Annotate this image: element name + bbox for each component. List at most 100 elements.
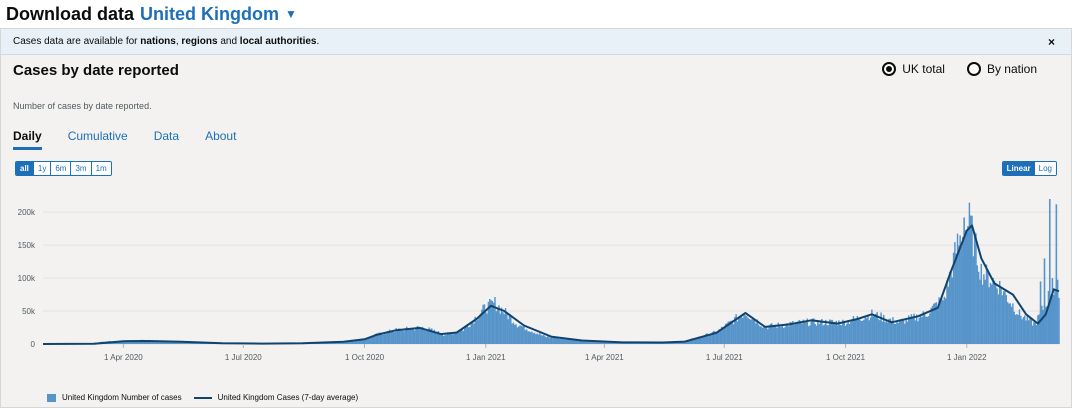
data-bar [740, 316, 743, 344]
radio-uk-total-dot[interactable] [882, 62, 897, 76]
data-bar [784, 327, 786, 344]
data-bar [403, 331, 405, 344]
data-bar [523, 324, 525, 344]
radio-uk-total[interactable]: UK total [882, 62, 945, 76]
data-bar [557, 337, 559, 344]
data-bar [510, 316, 512, 344]
data-bar [520, 325, 523, 344]
y-tick-label: 100k [18, 274, 36, 283]
data-bar [931, 305, 934, 344]
data-bar [503, 314, 505, 344]
spike-bar [1051, 278, 1054, 344]
scale-log-button[interactable]: Log [1034, 162, 1056, 175]
data-bar [913, 313, 915, 344]
data-bar [880, 312, 882, 344]
range-6m-button[interactable]: 6m [51, 162, 72, 175]
data-bar [956, 233, 959, 344]
data-bar [525, 329, 528, 344]
data-bar [556, 338, 558, 344]
data-bar [794, 322, 797, 344]
range-3m-button[interactable]: 3m [71, 162, 92, 175]
data-bar [515, 324, 517, 344]
data-bar [847, 320, 849, 344]
tab-cumulative[interactable]: Cumulative [67, 129, 128, 143]
data-bar [890, 320, 893, 344]
data-bar [1014, 314, 1017, 344]
data-bar [164, 341, 167, 344]
data-bar [180, 341, 183, 344]
data-bar [788, 326, 790, 344]
legend-bar-swatch [47, 393, 56, 402]
data-bar [478, 316, 480, 344]
data-bar [805, 320, 807, 344]
data-bar [817, 320, 819, 344]
data-bar [792, 321, 794, 344]
data-bar [705, 333, 707, 344]
data-bar [772, 326, 774, 344]
close-icon[interactable]: × [1047, 35, 1055, 49]
range-1y-button[interactable]: 1y [33, 162, 52, 175]
data-bar [844, 325, 847, 344]
data-bar [869, 317, 872, 344]
data-bar [886, 322, 889, 344]
data-bar [923, 313, 926, 344]
range-all-button[interactable]: all [16, 162, 34, 175]
data-bar [424, 330, 426, 344]
data-bar [150, 340, 152, 344]
data-bar [914, 320, 917, 344]
data-bar [355, 340, 358, 344]
cases-chart[interactable]: 0 50k 100k 150k 200k 1 Apr 2020 1 Jul 2020 1 Oc… [1, 179, 1073, 389]
data-bar [822, 325, 824, 344]
data-bar [921, 317, 923, 344]
data-bar [698, 336, 700, 344]
data-bar [441, 334, 444, 344]
data-bar [736, 321, 739, 344]
data-bar [454, 333, 457, 344]
data-bar [710, 334, 712, 344]
range-1m-button[interactable]: 1m [91, 162, 111, 175]
data-bar [336, 342, 338, 344]
tab-about[interactable]: About [205, 129, 237, 143]
data-bar [749, 319, 752, 344]
data-bar [517, 326, 520, 344]
data-bar [387, 331, 389, 344]
legend-line-label: United Kingdom Cases (7-day average) [217, 393, 359, 402]
x-tick-label: 1 Apr 2020 [104, 353, 143, 362]
data-bar [810, 321, 812, 344]
radio-by-nation-dot[interactable] [966, 62, 981, 76]
area-selector[interactable]: United Kingdom ▼ [140, 4, 297, 25]
data-bar [516, 327, 519, 344]
data-bar [975, 233, 977, 344]
data-bar [495, 311, 498, 344]
data-bar [764, 327, 766, 344]
data-bar [171, 341, 173, 344]
data-bar [842, 319, 844, 344]
tab-daily[interactable]: Daily [13, 129, 42, 150]
data-bar [855, 318, 857, 344]
data-bar [850, 321, 852, 344]
data-bar [590, 340, 592, 344]
radio-by-nation[interactable]: By nation [966, 62, 1037, 76]
data-bar [425, 330, 428, 344]
data-bar [993, 280, 996, 344]
data-bar [732, 324, 735, 344]
scale-linear-button[interactable]: Linear [1002, 162, 1035, 175]
data-bar [572, 339, 574, 344]
data-bar [134, 340, 136, 344]
data-bar [564, 338, 566, 344]
data-bar [1052, 294, 1055, 344]
data-bar [466, 325, 469, 344]
tab-data[interactable]: Data [153, 129, 180, 143]
data-bar [687, 340, 690, 344]
data-bar [562, 339, 565, 344]
data-bar [734, 317, 736, 344]
data-bar [529, 331, 532, 344]
tab-bar: Daily Cumulative Data About [13, 129, 236, 150]
data-bar [744, 315, 747, 344]
data-bar [823, 324, 826, 344]
data-bar [929, 313, 931, 344]
data-bar [442, 335, 445, 344]
data-bar [357, 340, 359, 344]
data-bar [543, 335, 545, 344]
data-bar [769, 324, 772, 344]
